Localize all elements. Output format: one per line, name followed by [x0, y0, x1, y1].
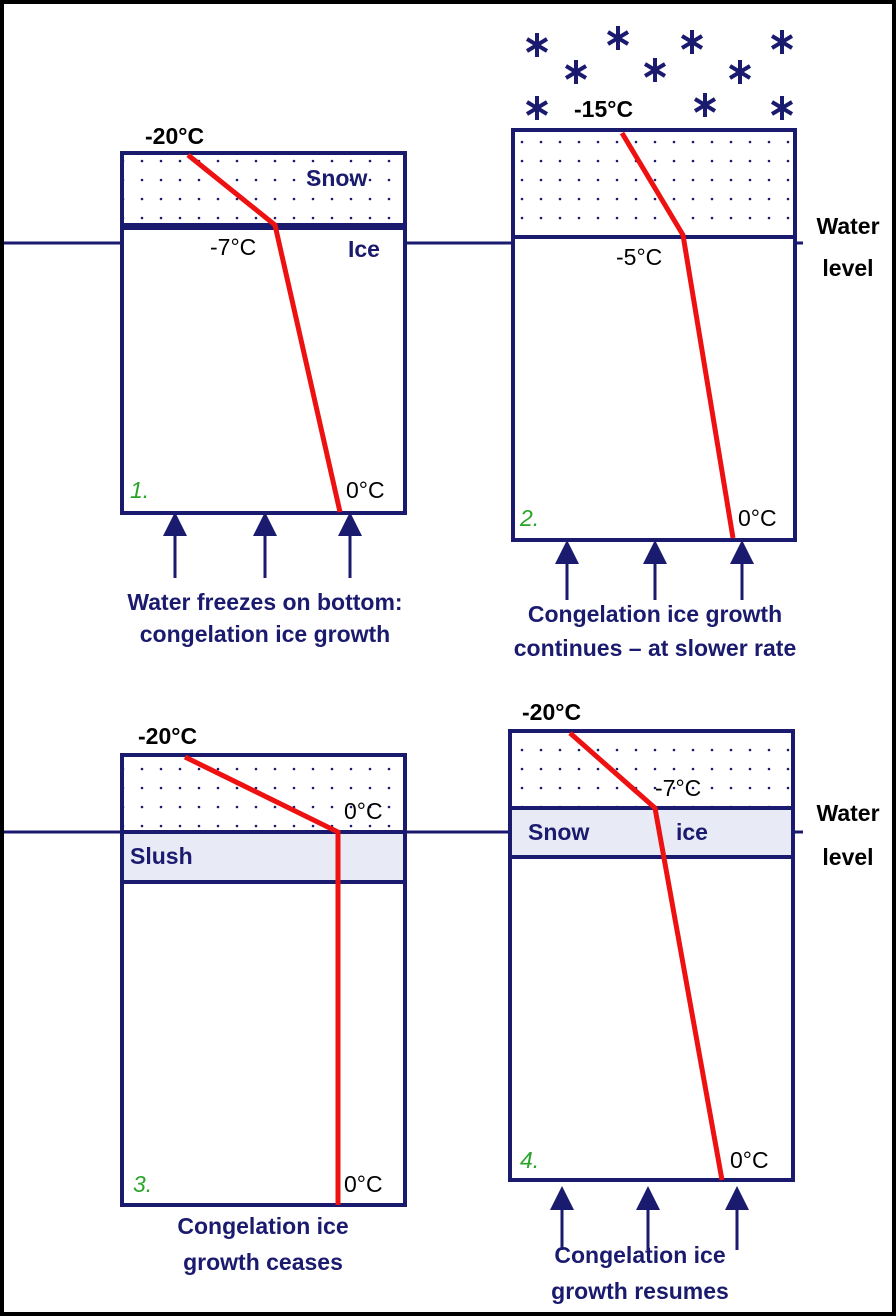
temp-label: 0°C: [344, 798, 383, 824]
temp-label: -5°C: [616, 244, 662, 270]
panel-1: -20°C Snow -7°C Ice 0°C 1. Water freezes…: [4, 123, 513, 647]
temp-label: 0°C: [344, 1171, 383, 1197]
caption: Congelation ice: [554, 1242, 725, 1268]
ice-layer: [511, 235, 797, 542]
panel-number: 2.: [519, 505, 539, 531]
temp-label: -7°C: [210, 234, 256, 260]
panel-number: 3.: [133, 1171, 152, 1197]
panel-2: -15°C -5°C 0°C 2. Water level Congelatio…: [511, 24, 880, 661]
temperature-profile: [186, 153, 343, 513]
caption: continues – at slower rate: [514, 635, 796, 661]
temperature-profile: [619, 131, 736, 539]
ice-layer: [120, 226, 407, 515]
temp-label: -20°C: [138, 723, 197, 749]
panel-3: -20°C 0°C Slush 0°C 3. Congelation ice g…: [4, 723, 510, 1275]
temperature-profile: [568, 731, 725, 1181]
ice-layer: [120, 880, 407, 1207]
caption: congelation ice growth: [140, 621, 390, 647]
panel-number: 1.: [130, 477, 149, 503]
layer-label: Snow: [306, 165, 367, 191]
temp-label: 0°C: [730, 1147, 769, 1173]
caption: Congelation ice growth: [528, 601, 782, 627]
caption: Water freezes on bottom:: [127, 589, 402, 615]
temp-label: -20°C: [145, 123, 204, 149]
side-label: level: [822, 255, 873, 281]
layer-label: Slush: [130, 843, 193, 869]
layer-label: Ice: [348, 236, 380, 262]
snow-layer: [508, 729, 795, 810]
temperature-profile: [183, 754, 341, 1205]
temp-label: -7°C: [655, 775, 701, 801]
panel-4: -20°C -7°C Snow ice 0°C 4. Water level C…: [508, 699, 880, 1304]
side-label: Water: [816, 800, 879, 826]
snowflakes: [525, 24, 794, 122]
temp-label: -20°C: [522, 699, 581, 725]
temp-label: 0°C: [738, 505, 777, 531]
side-label: Water: [816, 213, 879, 239]
panel-number: 4.: [520, 1147, 539, 1173]
temp-label: 0°C: [346, 477, 385, 503]
caption: growth ceases: [183, 1249, 343, 1275]
layer-label: ice: [676, 819, 708, 845]
caption: Congelation ice: [177, 1213, 348, 1239]
caption: growth resumes: [551, 1278, 729, 1304]
ice-layer: [508, 855, 795, 1182]
layer-label: Snow: [528, 819, 589, 845]
temp-label: -15°C: [574, 96, 633, 122]
side-label: level: [822, 844, 873, 870]
slush-layer: [120, 830, 407, 884]
